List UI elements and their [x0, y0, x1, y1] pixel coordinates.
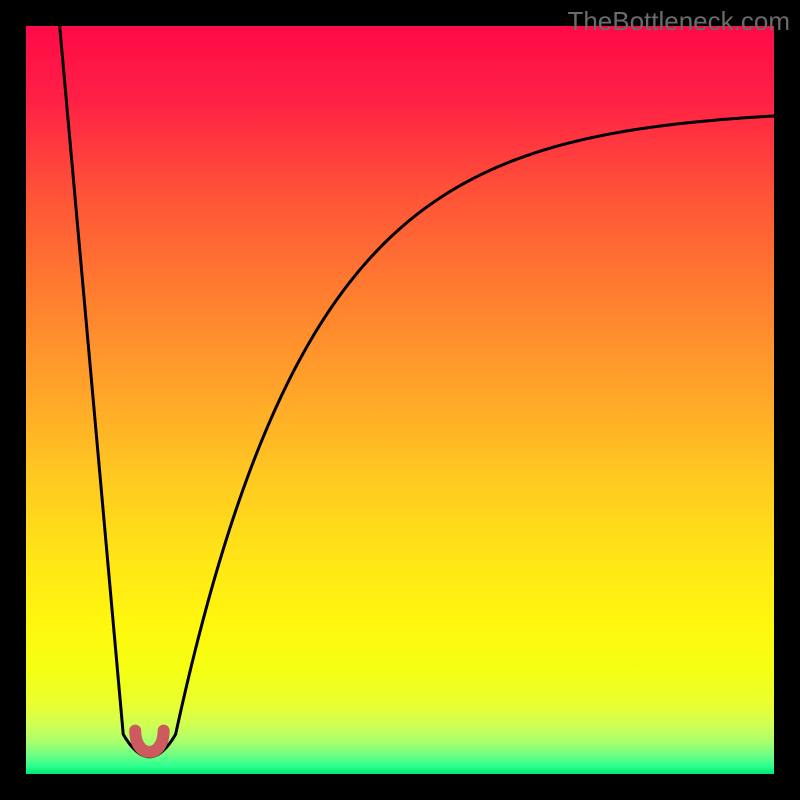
watermark-text: TheBottleneck.com [567, 6, 790, 37]
bottleneck-chart [26, 26, 774, 774]
gradient-background [26, 26, 774, 774]
